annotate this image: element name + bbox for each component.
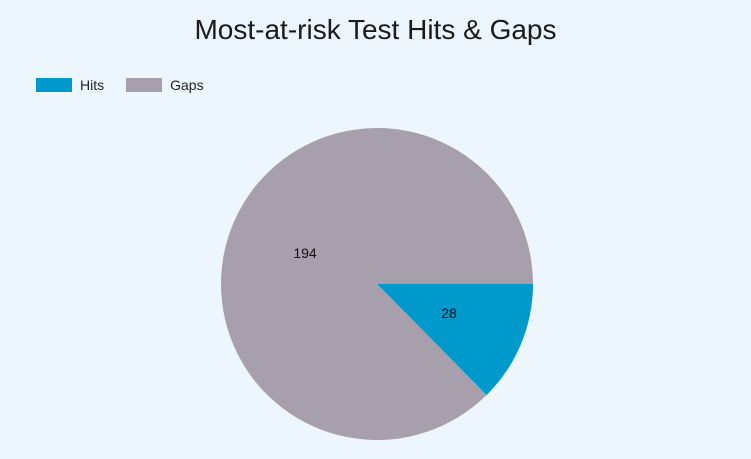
legend-label-hits: Hits: [80, 77, 105, 93]
slice-label-gaps: 194: [293, 245, 317, 261]
legend-swatch-hits: [36, 78, 72, 92]
legend: Hits Gaps: [36, 77, 226, 93]
legend-item-hits: Hits: [36, 77, 104, 93]
pie-slice-gaps: [221, 127, 533, 440]
slice-label-hits: 28: [441, 305, 457, 321]
chart-title: Most-at-risk Test Hits & Gaps: [194, 14, 557, 45]
pie-slice-hits: [377, 284, 533, 396]
legend-swatch-gaps: [126, 78, 163, 92]
legend-item-gaps: Gaps: [126, 77, 204, 93]
legend-label-gaps: Gaps: [170, 77, 204, 93]
